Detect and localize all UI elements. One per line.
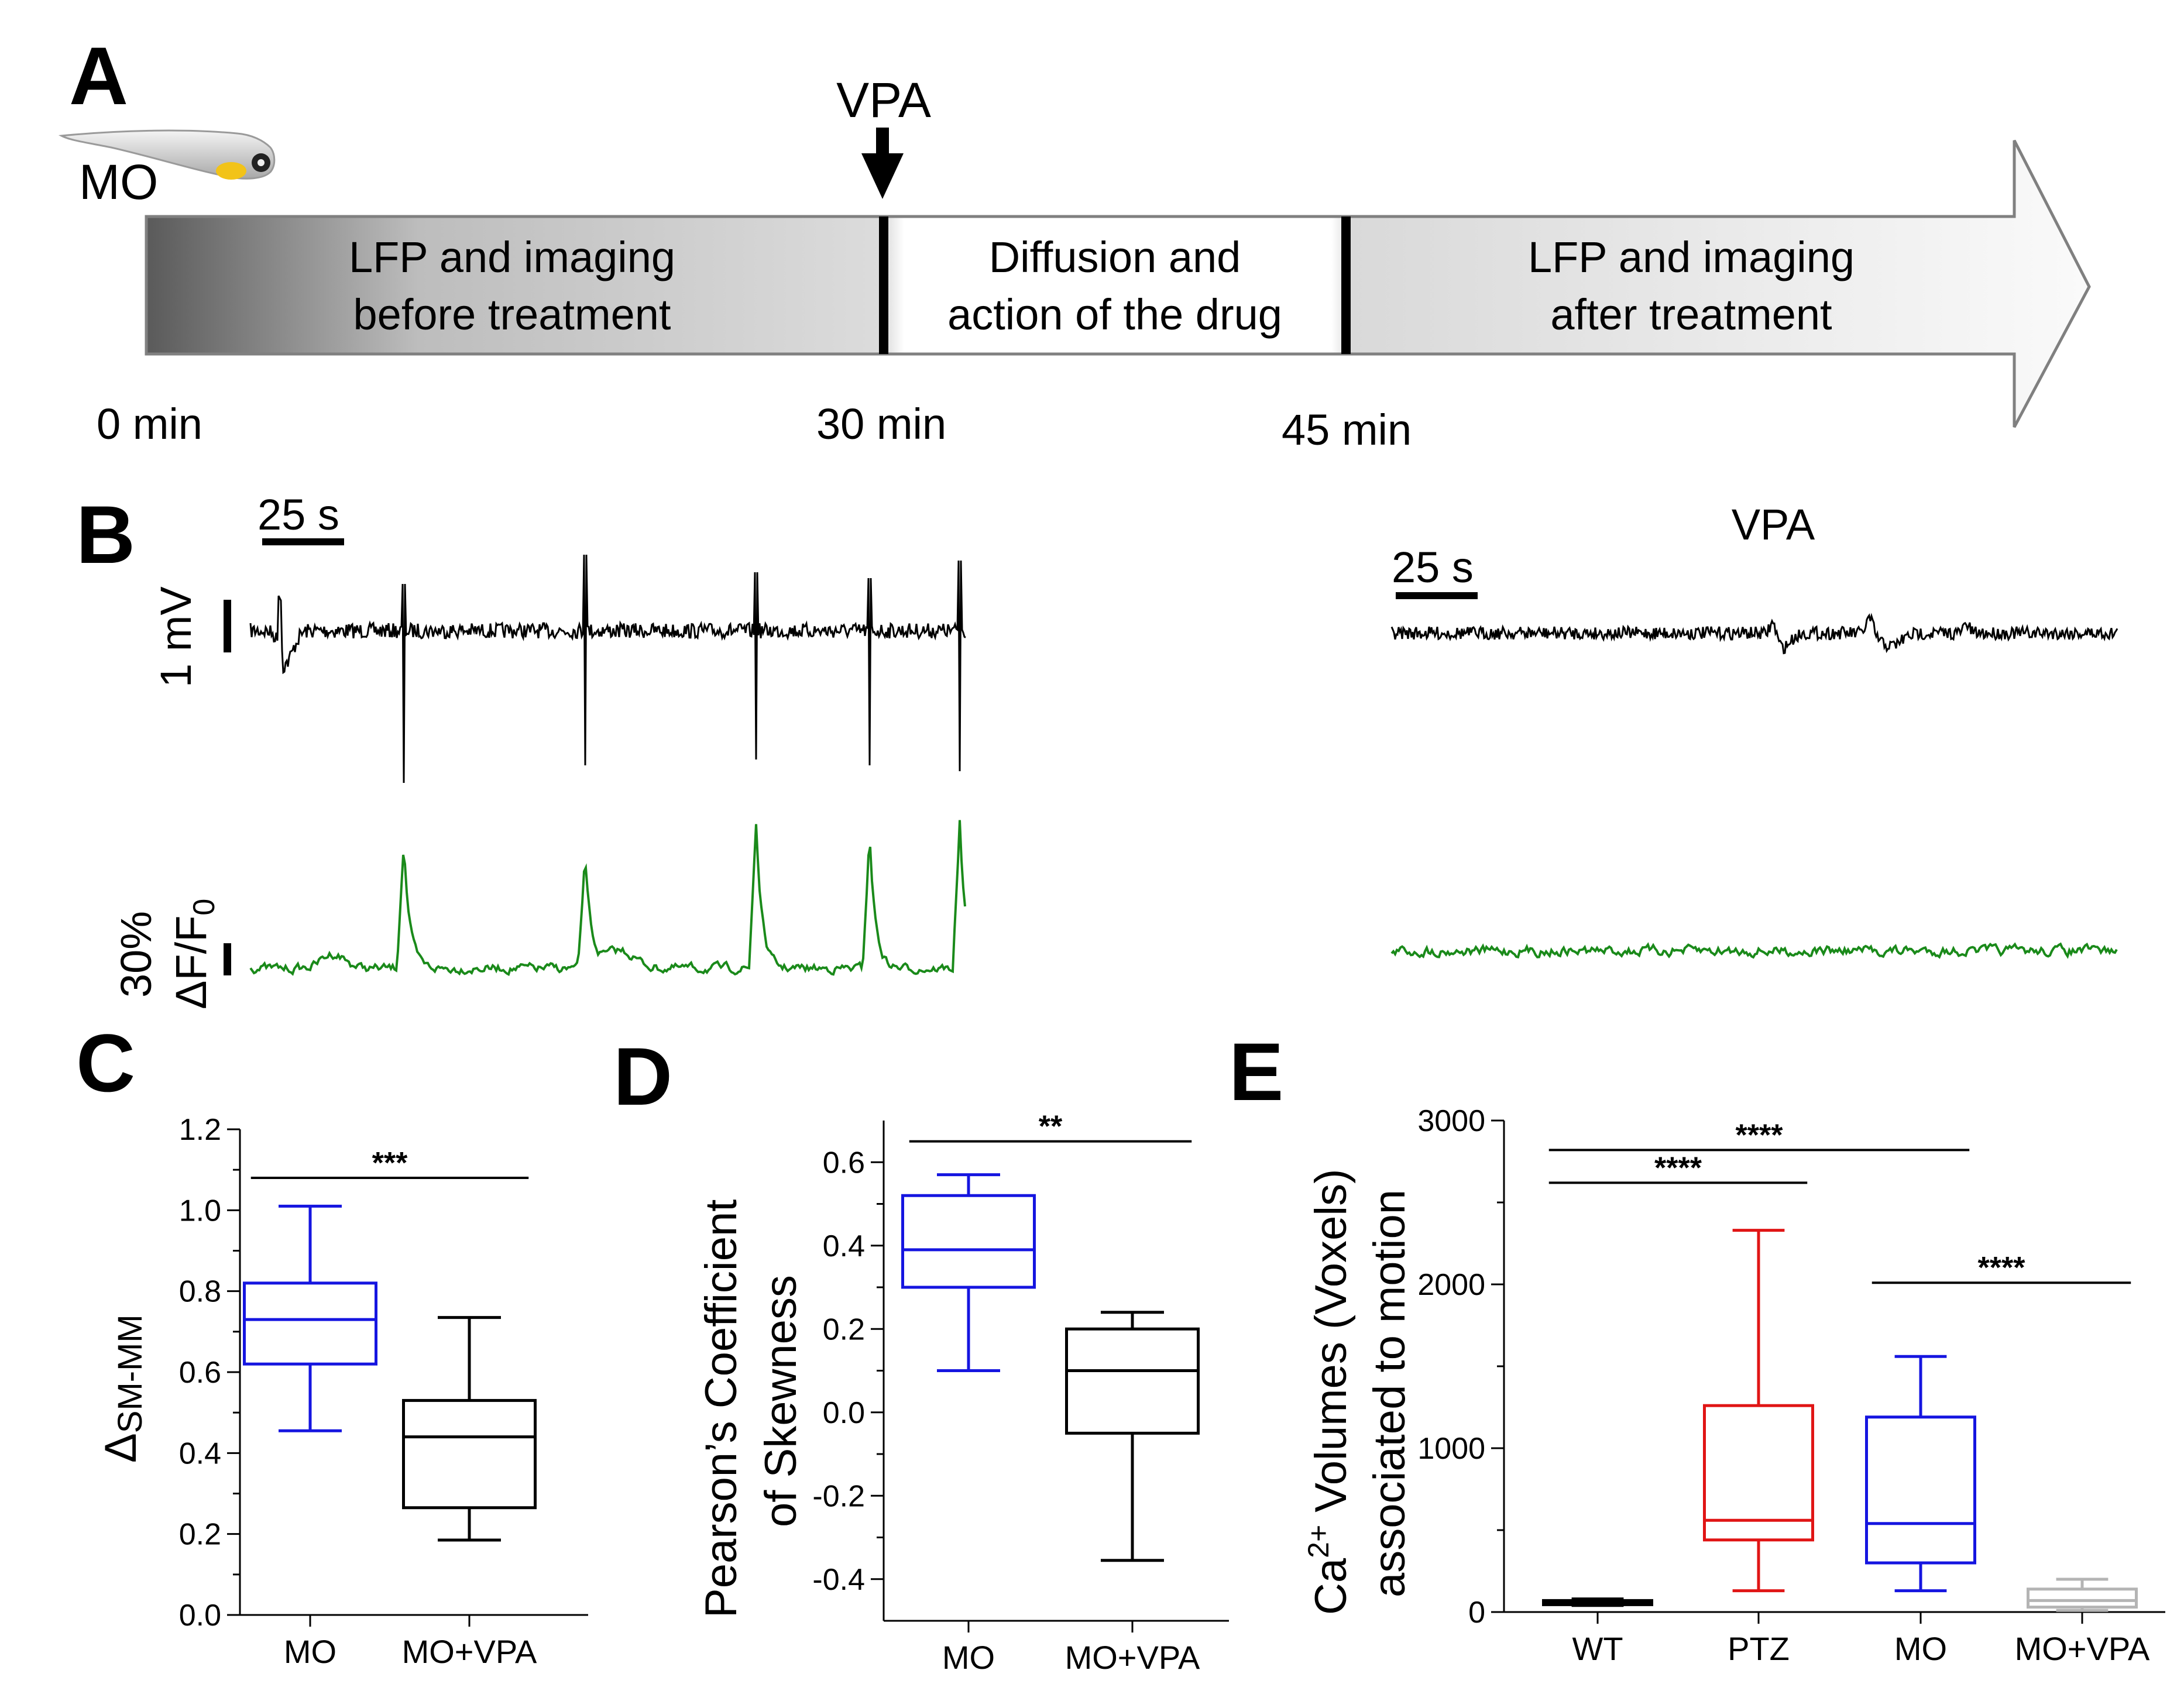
- mo-label: MO: [79, 154, 158, 209]
- panel-c-ylabel: ΔSM-MM: [96, 1314, 149, 1463]
- chart-d: -0.4 -0.2 0.0 0.2 0.4 0.6 MO MO+VPA **: [812, 1110, 1229, 1676]
- y-tick-label: 3000: [1417, 1104, 1485, 1138]
- zebrafish-icon: [58, 129, 276, 180]
- box-iqr: [402, 1398, 537, 1510]
- y-tick-label: 0.6: [179, 1356, 221, 1390]
- x-tick-label: MO+VPA: [402, 1633, 537, 1670]
- x-tick-label: MO+VPA: [2015, 1630, 2150, 1667]
- y-tick-label: 1.2: [179, 1113, 221, 1147]
- panel-d: D Pearson’s Coefficient of Skewness -0.4…: [613, 1030, 1229, 1676]
- panel-a: A MO VPA LFP and imaging before treatmen…: [58, 30, 2091, 454]
- segment-1-line2: before treatment: [353, 290, 671, 339]
- significance-label: ***: [372, 1146, 408, 1180]
- box-iqr: [2027, 1587, 2138, 1609]
- y-tick-label: -0.2: [812, 1479, 865, 1513]
- time-scale-left-bar: [262, 538, 344, 545]
- lfp-scale-bar: [224, 600, 231, 652]
- y-tick-label: 0.2: [823, 1312, 865, 1346]
- panel-d-letter: D: [613, 1030, 672, 1122]
- time-scale-left-label: 25 s: [257, 490, 339, 539]
- y-tick-label: 0.6: [823, 1146, 865, 1180]
- y-tick-label: 1.0: [179, 1194, 221, 1228]
- x-tick-label: PTZ: [1728, 1630, 1790, 1667]
- segment-2-line1: Diffusion and: [989, 233, 1241, 281]
- y-tick-label: 0.0: [179, 1599, 221, 1633]
- ca-scale-label: ΔF/F0: [167, 899, 221, 1009]
- box-iqr: [1703, 1404, 1814, 1542]
- box-iqr: [243, 1281, 377, 1366]
- panel-e-letter: E: [1229, 1026, 1283, 1118]
- x-tick-label: MO: [1894, 1630, 1947, 1667]
- segment-2-line2: action of the drug: [947, 290, 1282, 339]
- segment-1-line1: LFP and imaging: [349, 233, 675, 281]
- x-tick-label: WT: [1572, 1630, 1623, 1667]
- panel-b-letter: B: [76, 489, 135, 580]
- lfp-trace-after: [1390, 613, 2118, 655]
- x-tick-label: MO+VPA: [1065, 1639, 1200, 1676]
- ca-scale-bar: [224, 943, 231, 975]
- significance-label: **: [1039, 1110, 1063, 1144]
- significance-label: ****: [1978, 1251, 2026, 1285]
- y-tick-label: -0.4: [812, 1563, 865, 1597]
- box-iqr: [901, 1194, 1036, 1289]
- box-iqr: [1065, 1327, 1200, 1435]
- lfp-trace-before: [249, 554, 966, 783]
- ca-scale-percent: 30%: [112, 911, 160, 998]
- separator-45min: [1341, 216, 1351, 354]
- time-scale-right-label: 25 s: [1392, 543, 1474, 592]
- y-tick-label: 0.2: [179, 1518, 221, 1552]
- y-tick-label: 0: [1468, 1596, 1485, 1630]
- panel-a-letter: A: [69, 30, 128, 122]
- panel-c-letter: C: [76, 1017, 135, 1109]
- panel-e-ylabel-line2: associated to motion: [1365, 1190, 1414, 1597]
- y-tick-label: 0.8: [179, 1275, 221, 1309]
- panel-e-ylabel-line1: Ca2+ Volumes (Voxels): [1302, 1169, 1356, 1615]
- x-tick-label: MO: [284, 1633, 336, 1670]
- segment-3-line1: LFP and imaging: [1528, 233, 1855, 281]
- box-iqr: [1865, 1415, 1976, 1565]
- panel-c: C ΔSM-MM 0.0 0.2 0.4 0.6 0.8 1.0 1.2 MO MO+VPA **…: [76, 1017, 588, 1670]
- panel-e: E Ca2+ Volumes (Voxels) associated to mo…: [1229, 1026, 2165, 1667]
- separator-30min: [879, 216, 888, 354]
- calcium-trace-after: [1390, 942, 2118, 959]
- y-tick-label: 0.0: [823, 1396, 865, 1430]
- panel-b: B 25 s 1 mV 30% ΔF/F0 VPA 25 s: [76, 489, 2118, 1009]
- panel-d-ylabel-line2: of Skewness: [756, 1275, 806, 1527]
- time-0: 0 min: [97, 400, 202, 448]
- time-45: 45 min: [1282, 405, 1412, 454]
- y-tick-label: 2000: [1417, 1268, 1485, 1302]
- vpa-label: VPA: [836, 73, 931, 128]
- lfp-scale-label: 1 mV: [152, 586, 200, 688]
- chart-c: 0.0 0.2 0.4 0.6 0.8 1.0 1.2 MO MO+VPA ***: [179, 1113, 588, 1670]
- chart-e: 0 1000 2000 3000 WT PTZ MO MO+VPA **** **** ****: [1417, 1104, 2165, 1667]
- x-tick-label: MO: [942, 1639, 995, 1676]
- calcium-trace-before: [249, 820, 966, 977]
- segment-3-line2: after treatment: [1550, 290, 1832, 339]
- significance-label: ****: [1654, 1151, 1702, 1185]
- y-tick-label: 0.4: [823, 1229, 865, 1263]
- panel-d-ylabel-line1: Pearson’s Coefficient: [696, 1200, 746, 1618]
- down-arrow-icon: [861, 128, 904, 199]
- vpa-trace-title: VPA: [1732, 500, 1815, 549]
- timeline-arrow: [145, 139, 2091, 428]
- y-tick-label: 1000: [1417, 1432, 1485, 1466]
- y-tick-label: 0.4: [179, 1436, 221, 1470]
- time-scale-right-bar: [1396, 592, 1478, 599]
- significance-label: ****: [1736, 1118, 1784, 1152]
- time-30: 30 min: [816, 400, 946, 448]
